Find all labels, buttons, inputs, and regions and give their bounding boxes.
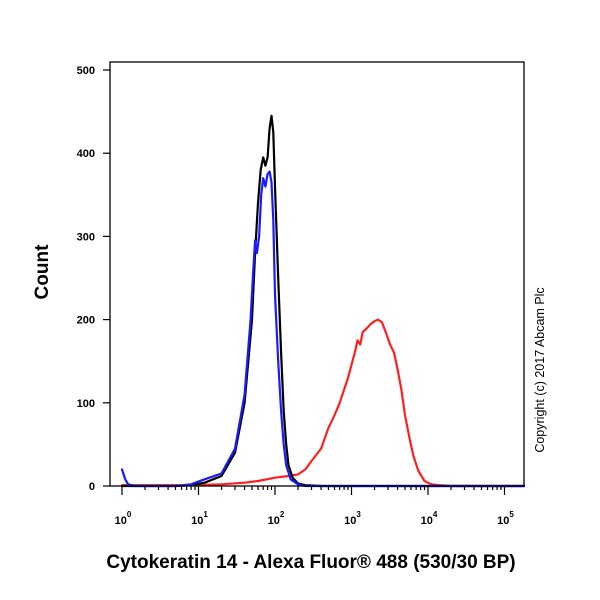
y-tick-label: 200 xyxy=(77,315,95,327)
x-tick-label: 102 xyxy=(268,510,285,527)
copyright-annotation: Copyright (c) 2017 Abcam Plc xyxy=(533,287,547,452)
plot-frame xyxy=(109,61,525,487)
plot-border xyxy=(109,61,525,487)
series-line-3 xyxy=(120,170,526,488)
series-line-1 xyxy=(120,318,526,488)
x-tick-label: 105 xyxy=(497,510,514,527)
series-line-2 xyxy=(120,114,526,488)
x-axis-label: Cytokeratin 14 - Alexa Fluor® 488 (530/3… xyxy=(106,552,515,573)
y-tick-label: 100 xyxy=(77,398,95,410)
x-tick-label: 104 xyxy=(421,510,438,527)
y-axis: 0 100 200 300 400 500 xyxy=(77,65,110,493)
x-tick-label: 101 xyxy=(191,510,208,527)
x-tick-label: 103 xyxy=(344,510,361,527)
series-layer xyxy=(120,114,526,488)
y-axis-label: Count xyxy=(32,244,53,300)
y-tick-label: 400 xyxy=(77,148,95,160)
x-tick-label: 100 xyxy=(115,510,132,527)
y-tick-label: 500 xyxy=(77,65,95,77)
x-axis: 100 101 102 103 104 105 xyxy=(115,486,514,527)
y-tick-label: 0 xyxy=(89,481,95,493)
y-tick-label: 300 xyxy=(77,231,95,243)
